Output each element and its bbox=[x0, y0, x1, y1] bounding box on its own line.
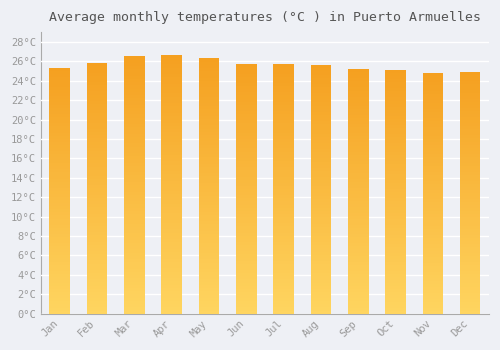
Title: Average monthly temperatures (°C ) in Puerto Armuelles: Average monthly temperatures (°C ) in Pu… bbox=[49, 11, 481, 24]
